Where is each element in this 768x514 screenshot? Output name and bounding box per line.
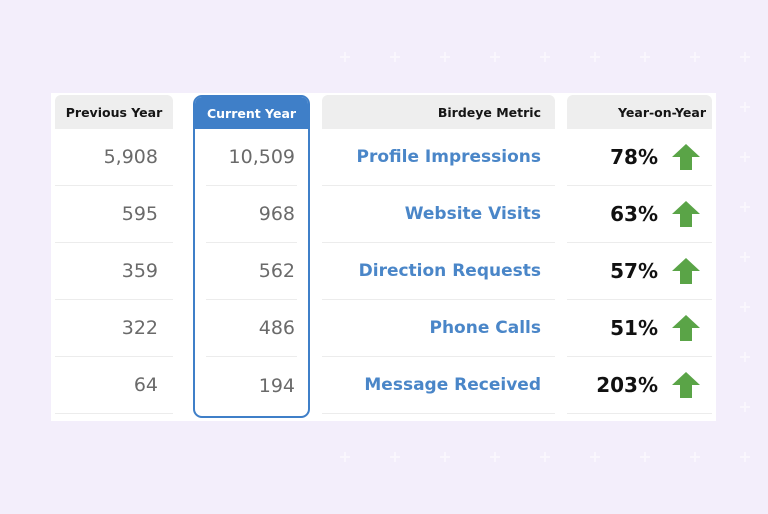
plus-icon [740, 52, 750, 62]
yoy-percent: 51% [610, 316, 658, 340]
yoy-percent: 63% [610, 202, 658, 226]
arrow-up-icon [672, 315, 700, 341]
current-year-header: Current Year [195, 97, 308, 129]
plus-icon [690, 52, 700, 62]
previous-year-value: 359 [55, 243, 173, 300]
metric-column: Birdeye Metric Profile Impressions Websi… [322, 95, 555, 414]
previous-year-value: 322 [55, 300, 173, 357]
metrics-comparison-table: Previous Year 5,908 595 359 322 64 Curre… [51, 93, 716, 421]
plus-icon [390, 452, 400, 462]
yoy-cell: 51% [567, 300, 712, 357]
current-year-column: Current Year 10,509 968 562 486 194 [193, 95, 310, 418]
plus-icon [540, 52, 550, 62]
plus-icon [590, 452, 600, 462]
yoy-header: Year-on-Year [567, 95, 712, 129]
metric-name: Phone Calls [322, 300, 555, 357]
previous-year-value: 595 [55, 186, 173, 243]
metric-header: Birdeye Metric [322, 95, 555, 129]
previous-year-header: Previous Year [55, 95, 173, 129]
yoy-cell: 78% [567, 129, 712, 186]
plus-icon [390, 52, 400, 62]
plus-icon [490, 52, 500, 62]
plus-icon [740, 452, 750, 462]
yoy-column: Year-on-Year 78% 63% 57% 51% 203% [567, 95, 712, 414]
plus-icon [740, 152, 750, 162]
plus-icon [740, 252, 750, 262]
plus-icon [640, 452, 650, 462]
plus-icon [740, 352, 750, 362]
previous-year-value: 5,908 [55, 129, 173, 186]
arrow-up-icon [672, 201, 700, 227]
plus-icon [440, 452, 450, 462]
plus-icon [740, 202, 750, 212]
previous-year-column: Previous Year 5,908 595 359 322 64 [55, 95, 173, 414]
plus-icon [540, 452, 550, 462]
current-year-value: 562 [206, 243, 297, 300]
yoy-cell: 203% [567, 357, 712, 414]
plus-icon [740, 402, 750, 412]
plus-icon [490, 452, 500, 462]
arrow-up-icon [672, 372, 700, 398]
metric-name: Direction Requests [322, 243, 555, 300]
current-year-value: 10,509 [206, 129, 297, 186]
arrow-up-icon [672, 258, 700, 284]
metric-name: Website Visits [322, 186, 555, 243]
yoy-cell: 63% [567, 186, 712, 243]
plus-icon [740, 102, 750, 112]
yoy-percent: 203% [596, 373, 658, 397]
yoy-cell: 57% [567, 243, 712, 300]
plus-icon [690, 452, 700, 462]
plus-icon [340, 452, 350, 462]
current-year-value: 968 [206, 186, 297, 243]
plus-icon [740, 302, 750, 312]
plus-icon [340, 52, 350, 62]
plus-icon [640, 52, 650, 62]
plus-icon [590, 52, 600, 62]
metric-name: Message Received [322, 357, 555, 414]
current-year-value: 194 [258, 374, 295, 397]
arrow-up-icon [672, 144, 700, 170]
metric-name: Profile Impressions [322, 129, 555, 186]
current-year-value: 486 [206, 300, 297, 357]
plus-icon [440, 52, 450, 62]
previous-year-value: 64 [55, 357, 173, 414]
yoy-percent: 57% [610, 259, 658, 283]
yoy-percent: 78% [610, 145, 658, 169]
